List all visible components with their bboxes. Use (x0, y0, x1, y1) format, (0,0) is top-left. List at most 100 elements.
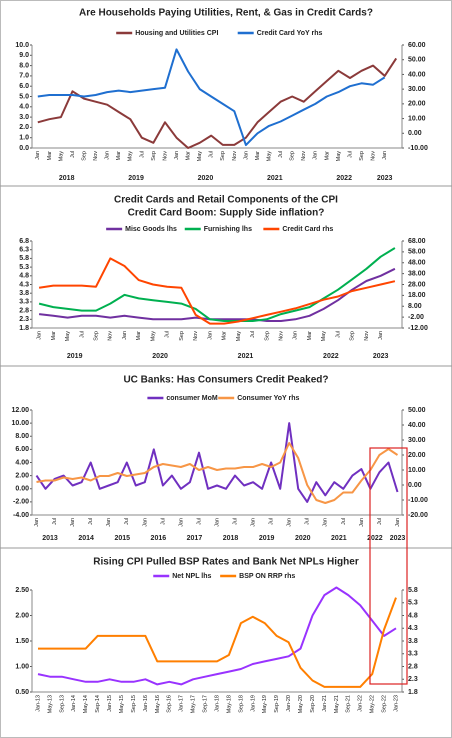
x-tick-label: Jan (122, 331, 128, 340)
x-tick-label: May (58, 151, 64, 162)
x-tick-label: Mar (307, 331, 313, 341)
x-tick-label: Sep-16 (167, 695, 173, 713)
x-tick-label: Jul (196, 518, 202, 525)
x-tick-label: Jan (106, 518, 112, 527)
x-tick-label: Jan (178, 518, 184, 527)
y-tick-label: 4.8 (19, 273, 29, 280)
x-tick-label: Sep-20 (310, 695, 316, 713)
y2-tick-label: 3.3 (408, 651, 418, 658)
x-tick-label: Jan (323, 518, 329, 527)
x-tick-label: Jul (278, 151, 284, 158)
y2-tick-label: 10.00 (408, 467, 426, 474)
x-tick-label: Jul (88, 518, 94, 525)
x-group-label: 2020 (198, 175, 214, 182)
y-tick-label: 10.0 (15, 42, 29, 49)
x-tick-label: Sep-14 (95, 695, 101, 713)
x-tick-label: Jul (52, 518, 58, 525)
y-tick-label: 4.3 (19, 281, 29, 288)
legend-label: Consumer YoY rhs (237, 395, 299, 402)
y2-tick-label: 10.00 (408, 115, 426, 122)
y-tick-label: 1.0 (19, 135, 29, 142)
x-tick-label: Jul (165, 331, 171, 338)
y-tick-label: 2.3 (19, 316, 29, 323)
series-line (37, 48, 386, 147)
legend-label: consumer MoM (166, 395, 218, 402)
y-tick-label: 8.00 (15, 433, 29, 440)
x-tick-label: Mar (255, 151, 261, 161)
x-tick-label: May-18 (226, 695, 232, 713)
x-tick-label: Nov (93, 151, 99, 161)
x-tick-label: Jan-23 (393, 695, 399, 712)
x-tick-label: Jul (250, 331, 256, 338)
x-tick-label: Sep (220, 151, 226, 161)
x-tick-label: Jan (287, 518, 293, 527)
x-group-label: 2019 (259, 535, 275, 542)
y2-tick-label: 5.3 (408, 600, 418, 607)
x-tick-label: Mar (186, 151, 192, 161)
x-tick-label: May (197, 151, 203, 162)
y-tick-label: 2.00 (15, 612, 29, 619)
x-tick-label: Jan (35, 151, 41, 160)
x-tick-label: Nov (301, 151, 307, 161)
x-tick-label: Sep (359, 151, 365, 161)
y2-tick-label: 60.00 (408, 42, 426, 49)
x-tick-label: Jan-17 (179, 695, 185, 712)
y-tick-label: 2.50 (15, 587, 29, 594)
x-tick-label: Jan-15 (107, 695, 113, 712)
x-tick-label: Jan (382, 151, 388, 160)
x-tick-label: Jan (34, 518, 40, 527)
y-tick-label: 1.50 (15, 638, 29, 645)
x-tick-label: Jul (341, 518, 347, 525)
x-tick-label: Jan (395, 518, 401, 527)
x-tick-label: Jul (209, 151, 215, 158)
y-tick-label: 2.8 (19, 307, 29, 314)
x-tick-label: Jul (269, 518, 275, 525)
x-tick-label: Jan (243, 151, 249, 160)
y-tick-label: 6.3 (19, 247, 29, 254)
x-tick-label: Jan-20 (286, 695, 292, 712)
y-tick-label: 5.8 (19, 255, 29, 262)
x-tick-label: Jan-14 (71, 695, 77, 712)
y2-tick-label: 50.00 (408, 57, 426, 64)
x-tick-label: Jul (347, 151, 353, 158)
y2-tick-label: 0.00 (408, 130, 422, 137)
x-tick-label: Jul (139, 151, 145, 158)
x-tick-label: Sep (93, 331, 99, 341)
chart-title: Rising CPI Pulled BSP Rates and Bank Net… (93, 557, 359, 568)
x-group-label: 2020 (295, 535, 311, 542)
x-tick-label: Nov (371, 151, 377, 161)
x-tick-label: Sep (290, 151, 296, 161)
legend-label: Net NPL lhs (172, 573, 211, 580)
y-tick-label: 6.8 (19, 238, 29, 245)
legend-label: Credit Card rhs (282, 226, 333, 233)
x-tick-label: Sep-22 (382, 695, 388, 713)
x-tick-label: Sep (179, 331, 185, 341)
y2-tick-label: -12.00 (408, 325, 428, 332)
x-tick-label: May (321, 331, 327, 342)
series-line (38, 257, 396, 325)
x-tick-label: Nov (364, 331, 370, 341)
y-tick-label: 10.00 (11, 420, 29, 427)
chart-title: Are Households Paying Utilities, Rent, &… (79, 8, 373, 19)
y2-tick-label: 20.00 (408, 101, 426, 108)
x-tick-label: Jul (79, 331, 85, 338)
x-tick-label: Nov (162, 151, 168, 161)
x-tick-label: Jan (313, 151, 319, 160)
x-tick-label: Jan-16 (143, 695, 149, 712)
x-tick-label: Mar (47, 151, 53, 161)
x-group-label: 2016 (151, 535, 167, 542)
charts: Are Households Paying Utilities, Rent, &… (11, 8, 427, 714)
legend-label: Credit Card YoY rhs (257, 30, 323, 37)
x-group-label: 2019 (128, 175, 144, 182)
x-tick-label: May (336, 151, 342, 162)
y2-tick-label: 50.00 (408, 407, 426, 414)
y2-tick-label: 2.3 (408, 676, 418, 683)
x-tick-label: Nov (108, 331, 114, 341)
y2-tick-label: 40.00 (408, 422, 426, 429)
y2-tick-label: 30.00 (408, 86, 426, 93)
x-tick-label: May-14 (83, 695, 89, 713)
x-group-label: 2022 (336, 175, 352, 182)
legend-label: Misc Goods lhs (125, 226, 177, 233)
y2-tick-label: 38.00 (408, 270, 426, 277)
x-tick-label: May (128, 151, 134, 162)
